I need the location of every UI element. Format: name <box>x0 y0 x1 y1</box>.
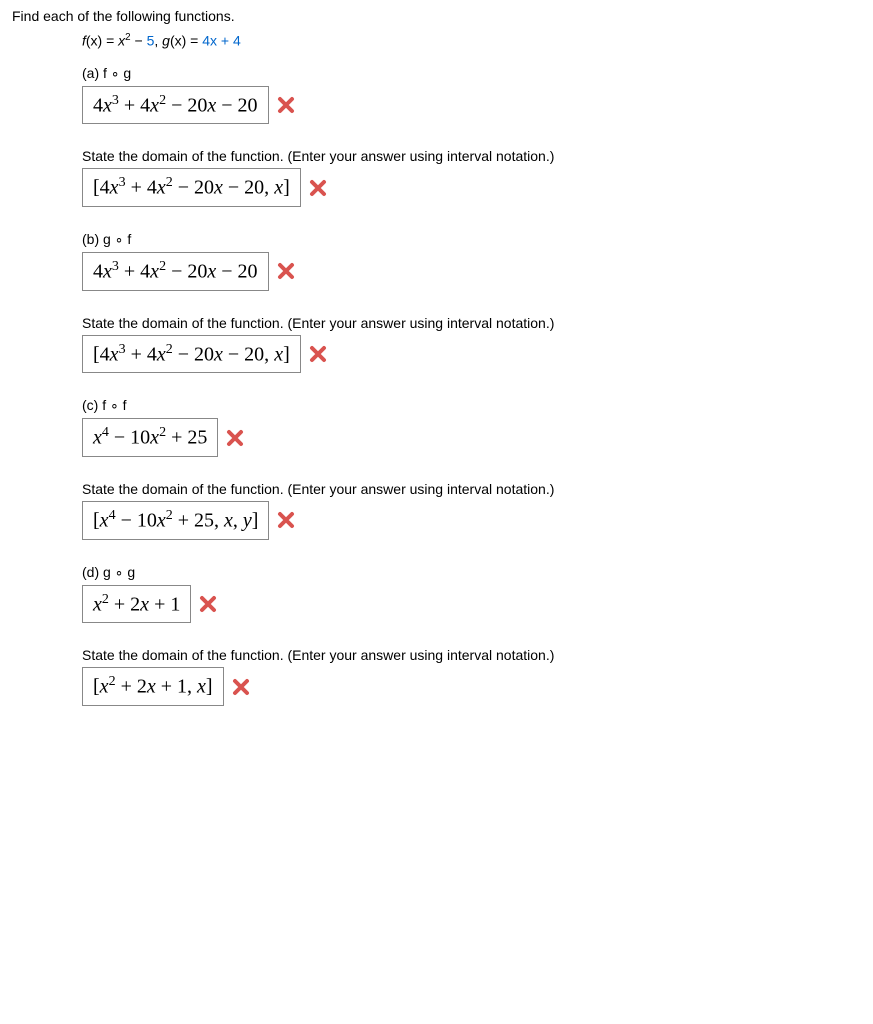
part-b-domain-prompt: State the domain of the function. (Enter… <box>82 315 861 331</box>
incorrect-icon <box>277 511 295 529</box>
f-of: (x) = <box>86 33 118 49</box>
part-a-label: (a) f ∘ g <box>82 65 861 82</box>
part-a-answer-input[interactable]: 4x3 + 4x2 − 20x − 20 <box>82 86 269 125</box>
part-b-label: (b) g ∘ f <box>82 231 861 248</box>
part-b-domain-input[interactable]: [4x3 + 4x2 − 20x − 20, x] <box>82 335 301 374</box>
part-a-domain-prompt: State the domain of the function. (Enter… <box>82 148 861 164</box>
incorrect-icon <box>277 96 295 114</box>
part-b-answer-input[interactable]: 4x3 + 4x2 − 20x − 20 <box>82 252 269 291</box>
incorrect-icon <box>309 345 327 363</box>
g-const: 4 <box>233 33 241 49</box>
part-d-domain-prompt: State the domain of the function. (Enter… <box>82 647 861 663</box>
part-a-domain-input[interactable]: [4x3 + 4x2 − 20x − 20, x] <box>82 168 301 207</box>
sep: , <box>154 33 162 49</box>
incorrect-icon <box>232 678 250 696</box>
part-c-label: (c) f ∘ f <box>82 397 861 414</box>
part-d-label: (d) g ∘ g <box>82 564 861 581</box>
incorrect-icon <box>309 179 327 197</box>
part-d-domain-input[interactable]: [x2 + 2x + 1, x] <box>82 667 224 706</box>
g-of: (x) = <box>170 33 202 49</box>
f-post: − <box>131 33 147 49</box>
part-d-answer-input[interactable]: x2 + 2x + 1 <box>82 585 191 624</box>
incorrect-icon <box>199 595 217 613</box>
question-prompt: Find each of the following functions. <box>12 8 861 24</box>
part-c-domain-prompt: State the domain of the function. (Enter… <box>82 481 861 497</box>
g-label: g <box>162 33 170 49</box>
part-c-domain-input[interactable]: [x4 − 10x2 + 25, x, y] <box>82 501 269 540</box>
incorrect-icon <box>277 262 295 280</box>
incorrect-icon <box>226 429 244 447</box>
g-expr: 4x + <box>202 33 233 49</box>
given-functions: f(x) = x2 − 5, g(x) = 4x + 4 <box>82 32 861 49</box>
part-c-answer-input[interactable]: x4 − 10x2 + 25 <box>82 418 218 457</box>
